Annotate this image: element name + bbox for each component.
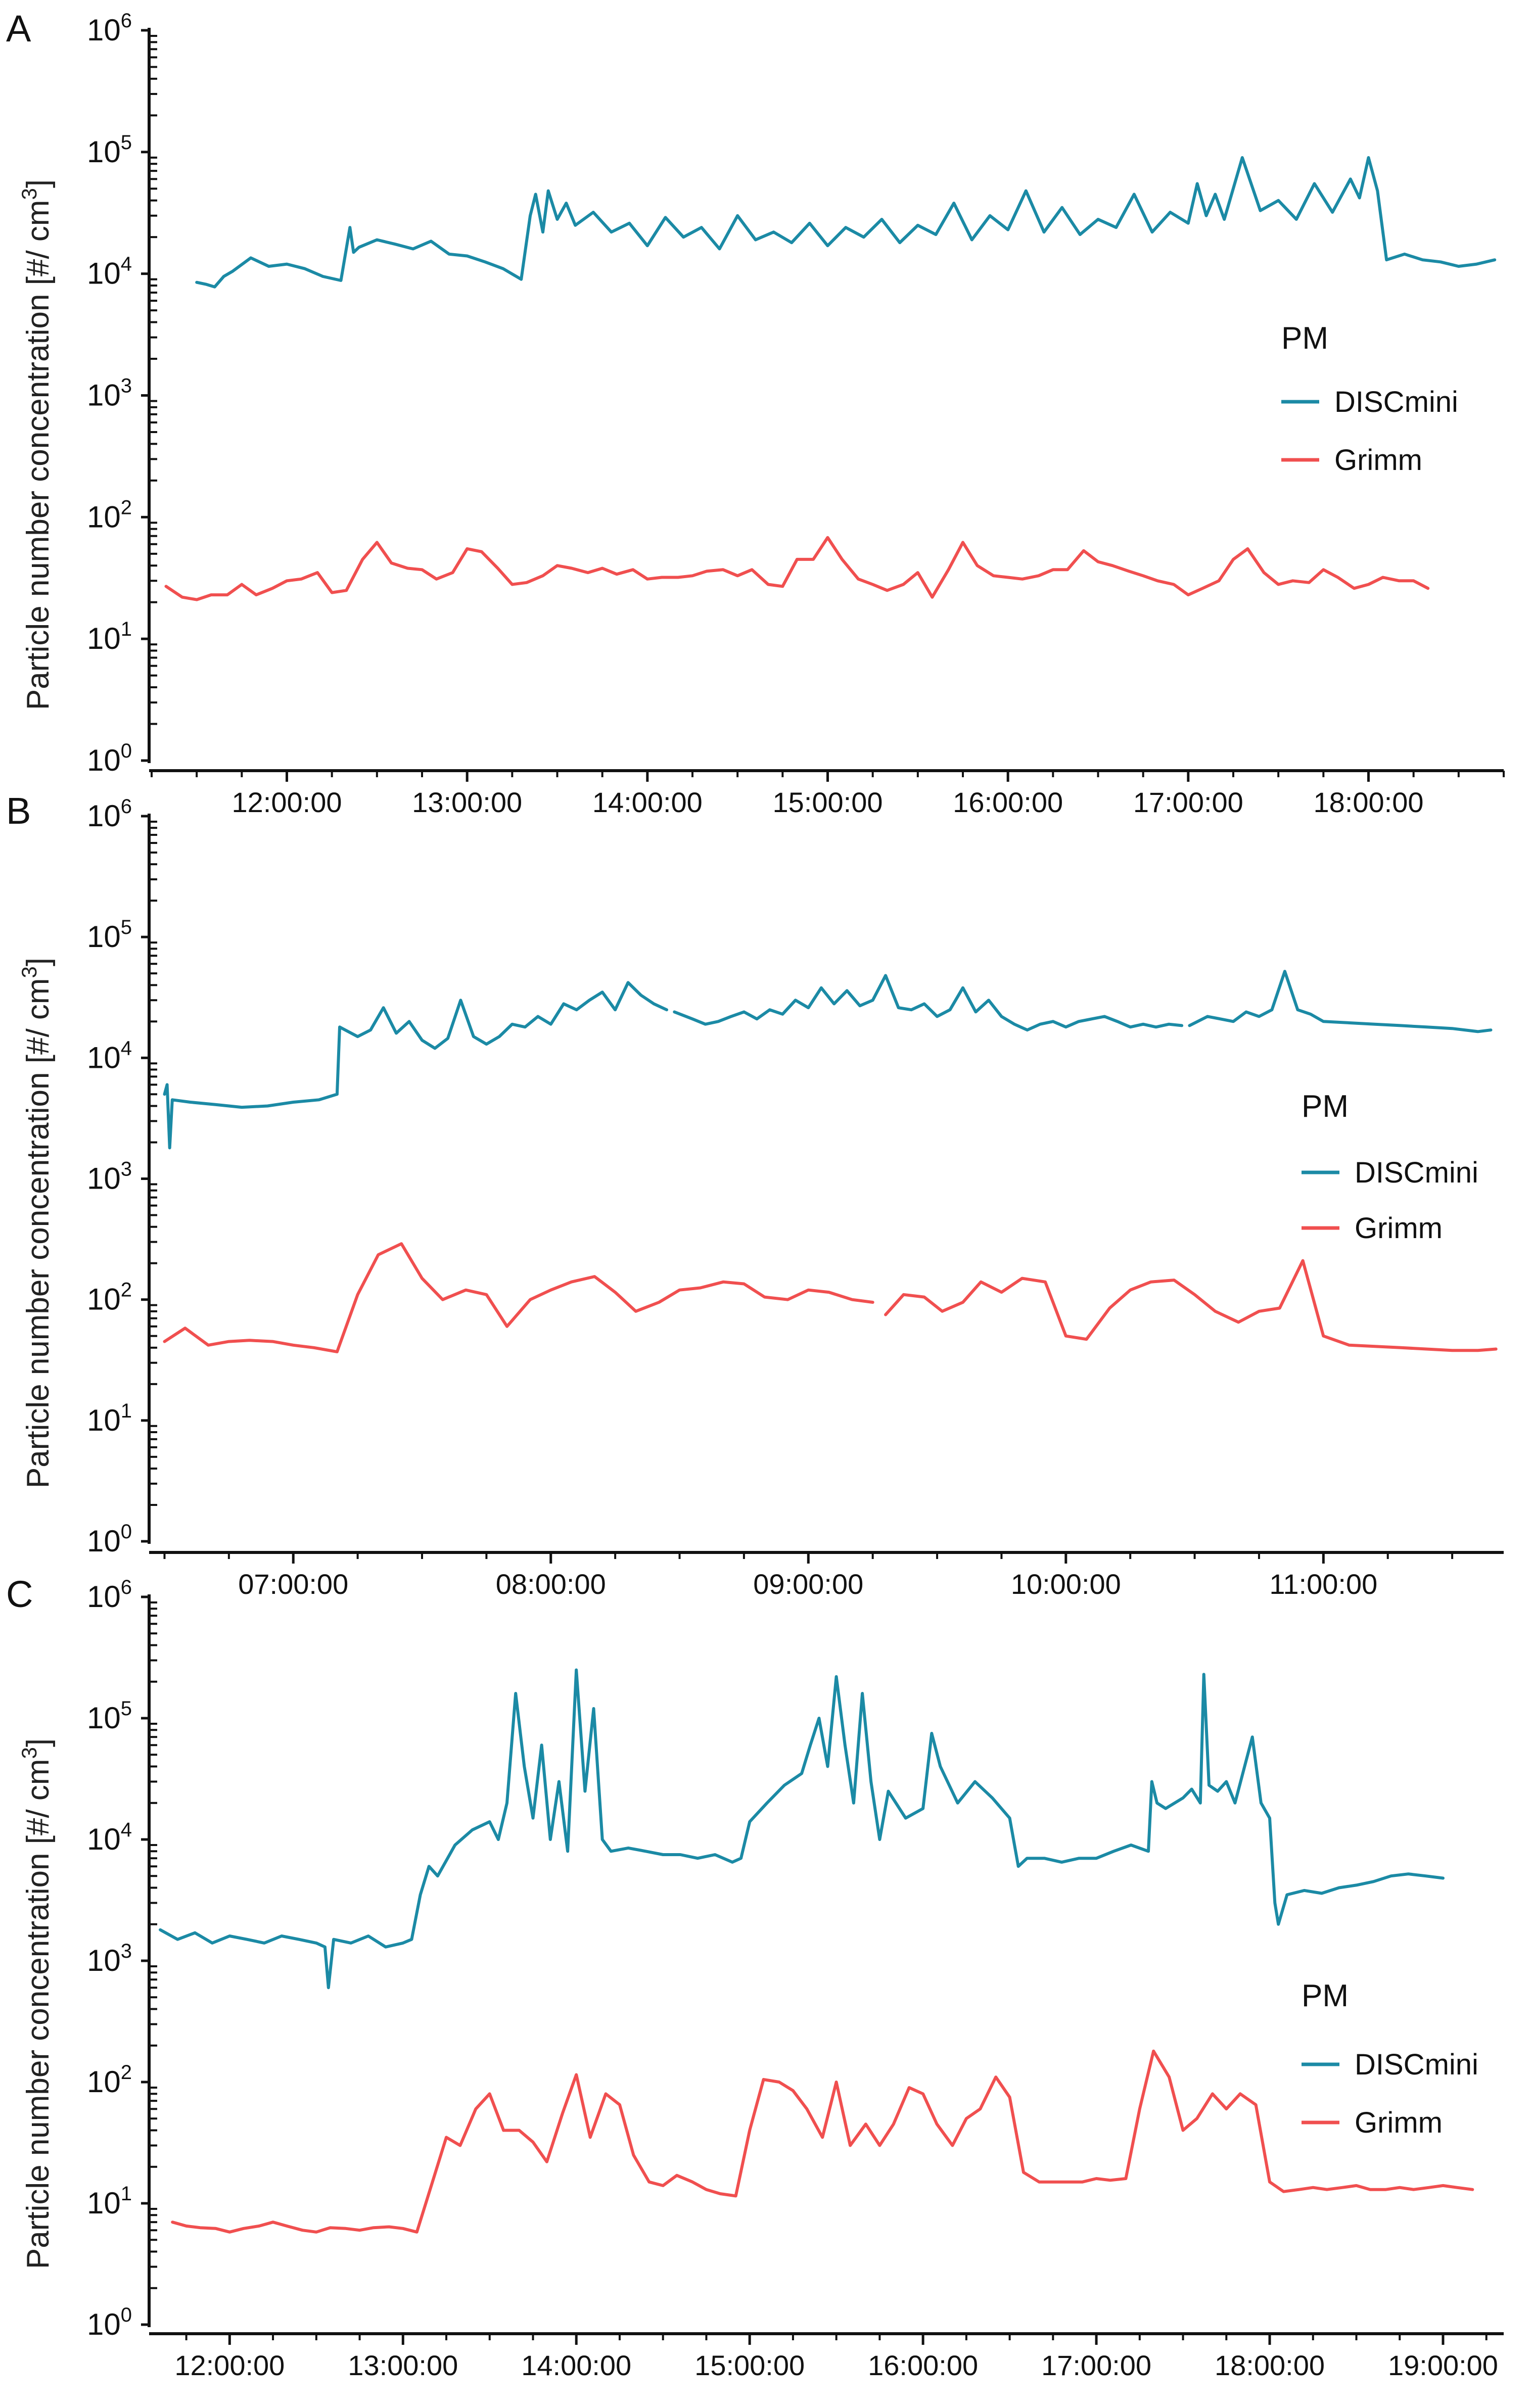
x-tick-label-a: 12:00:00 [232, 786, 342, 818]
y-tick-label-c: 101 [87, 2183, 132, 2220]
x-tick-label-c: 17:00:00 [1041, 2349, 1151, 2381]
x-tick-label-c: 12:00:00 [174, 2349, 285, 2381]
x-tick-label-a: 13:00:00 [412, 786, 522, 818]
y-tick-label-a: 103 [87, 375, 132, 412]
y-axis-label-c: Particle number concentration [#/ cm3] [17, 1738, 56, 2269]
y-tick-label-a: 105 [87, 131, 132, 169]
y-tick-label-b: 102 [87, 1279, 132, 1316]
y-tick-label-c: 106 [87, 1576, 132, 1614]
x-tick-label-c: 18:00:00 [1215, 2349, 1325, 2381]
legend-label-grimm-c: Grimm [1355, 2106, 1443, 2139]
legend-label-discmini-b: DISCmini [1355, 1156, 1478, 1189]
x-tick-label-a: 16:00:00 [953, 786, 1063, 818]
x-tick-label-c: 19:00:00 [1388, 2349, 1498, 2381]
y-tick-label-b: 100 [87, 1521, 132, 1558]
series-line-discmini-c [159, 1668, 1445, 1990]
y-axis-label-b: Particle number concentration [#/ cm3] [17, 958, 56, 1488]
panel-c: C Particle number concentration [#/ cm3]… [6, 1573, 1504, 2381]
y-tick-label-a: 106 [87, 10, 132, 47]
plot-area-b: 100 101 102 103 104 105 106 07:00:00 08:00:00 09:… [87, 795, 1504, 1600]
panel-label-a: A [6, 8, 31, 50]
legend-label-discmini-c: DISCmini [1355, 2048, 1478, 2081]
y-tick-label-b: 103 [87, 1158, 132, 1196]
x-tick-label-a: 17:00:00 [1133, 786, 1243, 818]
plot-area-a: 100 101 102 103 104 105 106 12:00:00 13:00:00 14:… [87, 10, 1505, 818]
y-tick-label-b: 101 [87, 1400, 132, 1437]
x-tick-label-b: 11:00:00 [1269, 1568, 1377, 1600]
x-tick-label-c: 15:00:00 [694, 2349, 805, 2381]
panel-a: A Particle number concentration [#/ cm3]… [6, 8, 1505, 818]
y-tick-label-a: 101 [87, 618, 132, 655]
y-axis-label-a: Particle number concentration [#/ cm3] [17, 179, 56, 710]
legend-title-b: PM [1302, 1089, 1349, 1124]
x-tick-label-a: 15:00:00 [773, 786, 883, 818]
x-tick-label-c: 13:00:00 [348, 2349, 458, 2381]
y-tick-label-a: 100 [87, 740, 132, 777]
series-line-grimm-c [171, 2049, 1474, 2234]
y-tick-label-b: 106 [87, 795, 132, 833]
x-tick-label-a: 14:00:00 [592, 786, 703, 818]
series-line-discmini-b [163, 970, 1493, 1150]
y-tick-label-a: 104 [87, 253, 132, 291]
y-tick-label-c: 105 [87, 1697, 132, 1735]
panel-b: B Particle number concentration [#/ cm3]… [6, 790, 1504, 1600]
y-tick-label-c: 104 [87, 1819, 132, 1856]
legend-c: PM DISCmini Grimm [1302, 1978, 1478, 2139]
x-tick-label-b: 10:00:00 [1011, 1568, 1121, 1600]
series-line-grimm-a [164, 536, 1430, 601]
x-tick-label-b: 07:00:00 [238, 1568, 348, 1600]
y-tick-label-b: 104 [87, 1037, 132, 1074]
y-tick-label-c: 103 [87, 1940, 132, 1977]
legend-a: PM DISCmini Grimm [1281, 321, 1458, 477]
x-tick-label-b: 09:00:00 [753, 1568, 863, 1600]
legend-title-a: PM [1281, 321, 1328, 356]
plot-area-c: 100 101 102 103 104 105 106 12:00:00 13:00:00 14:… [87, 1576, 1504, 2381]
legend-label-discmini-a: DISCmini [1334, 386, 1458, 418]
x-tick-label-b: 08:00:00 [496, 1568, 606, 1600]
y-tick-label-b: 105 [87, 916, 132, 954]
x-tick-label-c: 14:00:00 [521, 2349, 631, 2381]
legend-title-c: PM [1302, 1978, 1349, 2013]
panel-label-c: C [6, 1573, 33, 1615]
legend-label-grimm-b: Grimm [1355, 1212, 1443, 1245]
legend-label-grimm-a: Grimm [1334, 444, 1422, 477]
panel-label-b: B [6, 790, 31, 832]
y-tick-label-c: 102 [87, 2061, 132, 2099]
y-tick-label-c: 100 [87, 2304, 132, 2341]
series-line-grimm-b [163, 1242, 1498, 1353]
series-line-discmini-a [195, 156, 1497, 289]
y-tick-label-a: 102 [87, 496, 132, 534]
x-tick-label-c: 16:00:00 [868, 2349, 978, 2381]
legend-b: PM DISCmini Grimm [1302, 1089, 1478, 1245]
x-tick-label-a: 18:00:00 [1314, 786, 1424, 818]
